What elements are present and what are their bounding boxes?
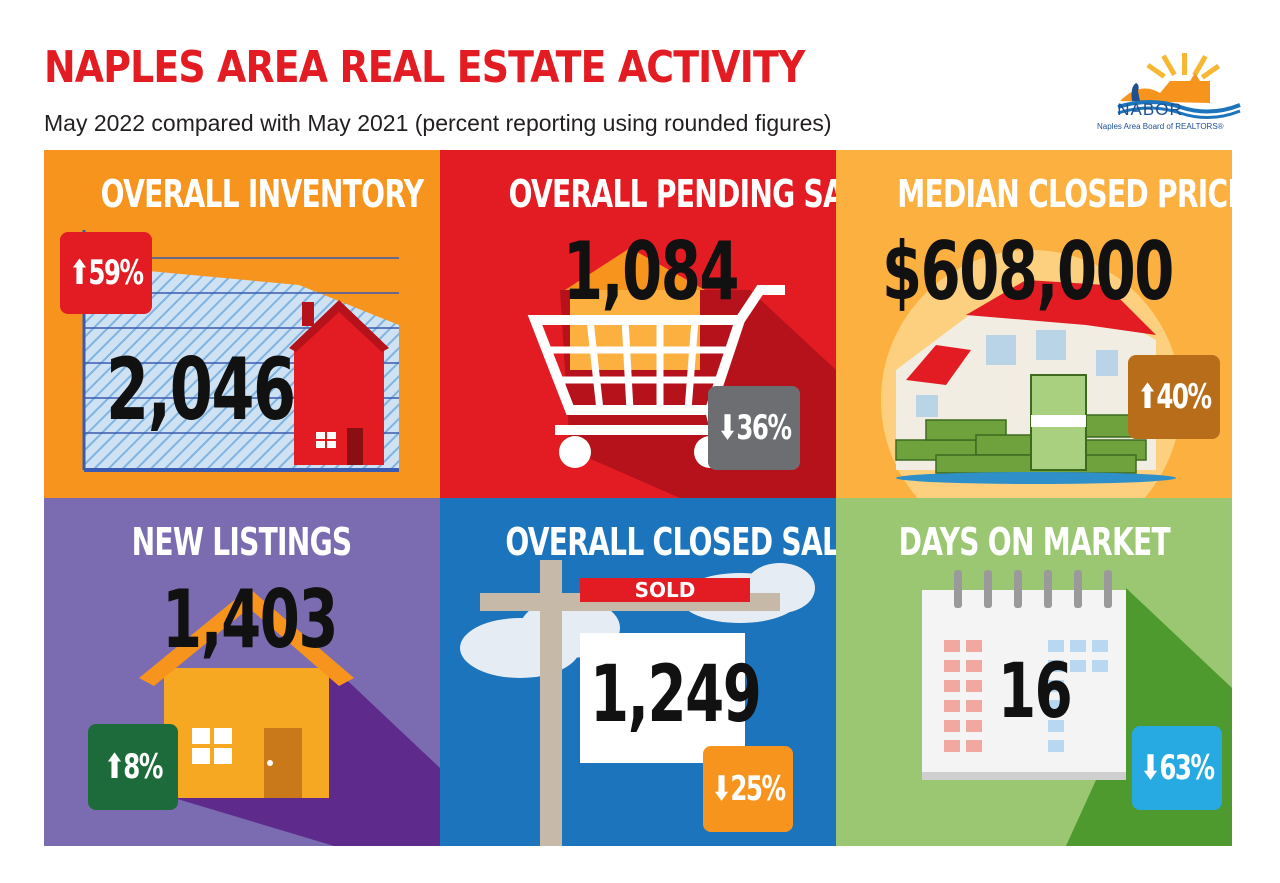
median-title: MEDIAN CLOSED PRICE [897, 172, 1232, 216]
logo-tagline: Naples Area Board of REALTORS® [1097, 122, 1224, 131]
house-illustration [139, 588, 440, 846]
panel-new-listings: NEW LISTINGS 1,403 ⬆8% [44, 498, 440, 846]
sold-sign-label: SOLD [634, 578, 696, 602]
inventory-change-badge: ⬆59% [60, 232, 152, 314]
closed-change-badge: ⬇25% [703, 746, 793, 832]
closed-value: 1,249 [590, 650, 762, 740]
days-value: 16 [998, 646, 1073, 735]
inventory-title: OVERALL INVENTORY [100, 172, 424, 216]
days-title: DAYS ON MARKET [898, 520, 1170, 564]
sold-sign-illustration [460, 560, 815, 846]
inventory-value: 2,046 [106, 340, 296, 440]
panel-overall-pending-sales: OVERALL PENDING SALES 1,084 ⬇36% [440, 150, 836, 498]
pending-value: 1,084 [563, 225, 739, 318]
listings-title: NEW LISTINGS [132, 520, 353, 564]
house-money-illustration [881, 250, 1181, 498]
median-value: $608,000 [882, 225, 1174, 318]
panel-days-on-market: DAYS ON MARKET 16 ⬇63% [836, 498, 1232, 846]
days-change-badge: ⬇63% [1132, 726, 1222, 810]
inventory-chart-illustration [82, 230, 399, 472]
page-subtitle: May 2022 compared with May 2021 (percent… [44, 110, 832, 136]
logo-name: NABOR [1117, 100, 1183, 119]
panel-overall-closed-sales: SOLD OVERALL CLOSED SALES 1,249 ⬇25% [440, 498, 836, 846]
listings-value: 1,403 [162, 573, 338, 666]
median-change-badge: ⬆40% [1128, 355, 1220, 439]
page-title: NAPLES AREA REAL ESTATE ACTIVITY [44, 42, 805, 93]
stats-grid: OVERALL INVENTORY 2,046 ⬆59% OVERALL PEN… [44, 150, 1232, 846]
closed-title: OVERALL CLOSED SALES [505, 520, 836, 564]
panel-median-closed-price: MEDIAN CLOSED PRICE $608,000 ⬆40% [836, 150, 1232, 498]
pending-change-badge: ⬇36% [708, 386, 800, 470]
pending-title: OVERALL PENDING SALES [508, 172, 836, 216]
panel-overall-inventory: OVERALL INVENTORY 2,046 ⬆59% [44, 150, 440, 498]
listings-change-badge: ⬆8% [88, 724, 178, 810]
nabor-logo [1117, 53, 1241, 119]
